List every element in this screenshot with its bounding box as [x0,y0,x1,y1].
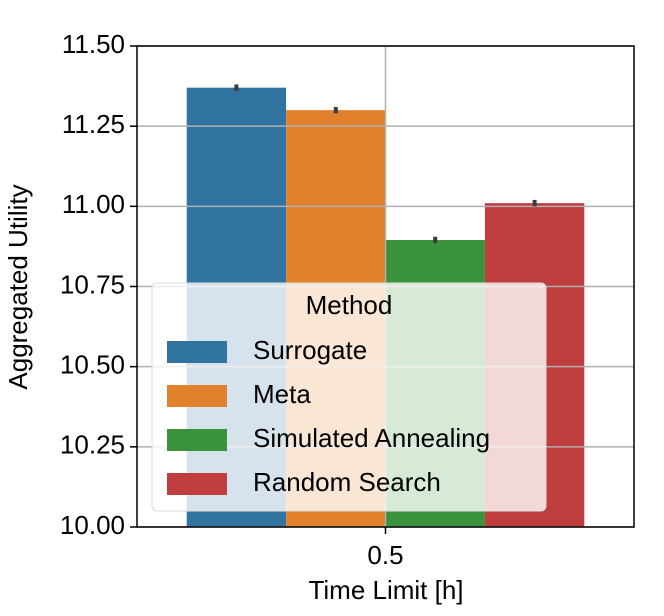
legend-title: Method [306,290,393,320]
y-axis-label: Aggregated Utility [3,184,33,389]
y-tick-label: 11.00 [62,189,125,219]
legend-swatch [167,385,227,407]
y-tick-label: 11.50 [62,29,125,59]
y-tick-label: 10.25 [60,430,125,460]
legend: Method Surrogate Meta Simulated Annealing Ra… [151,282,547,512]
legend-swatch [167,341,227,363]
y-tick-label: 11.25 [62,109,125,139]
legend-label: Surrogate [253,335,367,365]
legend-swatch [167,473,227,495]
x-tick-label: 0.5 [367,540,403,570]
x-axis-label: Time Limit [h] [308,575,463,605]
legend-label: Random Search [253,467,441,497]
legend-box [151,282,547,512]
legend-swatch [167,429,227,451]
plot-frame [136,45,635,528]
legend-label: Simulated Annealing [253,423,490,453]
legend-label: Meta [253,379,311,409]
y-tick-label: 10.00 [60,510,125,540]
y-tick-label: 10.75 [60,269,125,299]
y-tick-label: 10.50 [60,350,125,380]
